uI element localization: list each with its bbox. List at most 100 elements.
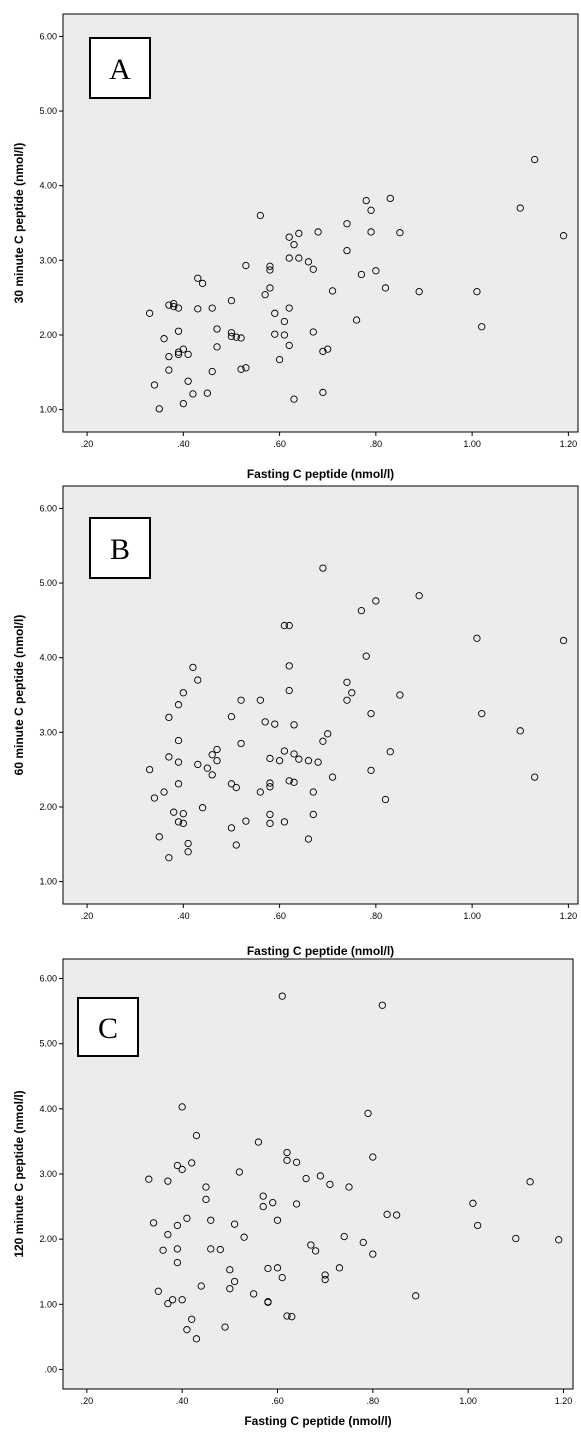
data-point [184,848,192,856]
data-point [273,1264,282,1272]
data-point [179,810,187,818]
x-tick-label: 1.20 [560,439,578,449]
data-point [235,1168,244,1176]
data-point [170,302,178,311]
data-point [145,765,154,774]
data-point [343,696,351,704]
x-tick-label: .60 [271,1396,284,1406]
data-point [264,1298,272,1306]
data-point [367,228,375,236]
data-point [340,1232,348,1241]
x-tick-label: .40 [177,439,190,449]
data-point [526,1178,534,1186]
data-point [174,327,183,335]
data-point [359,1238,367,1247]
data-point [173,1258,182,1267]
panel-label: A [109,53,131,86]
data-point [164,1177,172,1185]
data-point [213,745,221,754]
data-point [271,330,279,338]
x-tick-label: .80 [370,439,383,449]
data-point [179,345,187,353]
data-point [288,1313,296,1321]
y-axis-title: 60 minute C peptide (nmol/l) [12,615,26,776]
data-point [412,1292,420,1300]
y-tick-label: 1.00 [39,877,57,887]
data-point [292,1200,301,1208]
y-axis-title: 120 minute C peptide (nmol/l) [12,1090,26,1257]
y-tick-label: 2.00 [39,802,57,812]
data-point [227,780,236,788]
x-axis-title: Fasting C peptide (nmol/l) [247,944,394,958]
y-axis-title: 30 minute C peptide (nmol/l) [12,143,26,304]
data-point [242,817,250,825]
x-tick-label: .40 [177,911,190,921]
data-point [250,1290,258,1298]
data-point [160,788,168,796]
data-point [285,621,293,630]
data-point [184,839,192,848]
y-tick-label: 3.00 [39,1169,57,1179]
x-tick-label: .80 [370,911,383,921]
data-point [324,345,332,353]
data-point [194,760,202,769]
panel-label-box [77,997,139,1057]
data-point [321,1271,329,1279]
data-point [473,288,481,296]
data-point [362,652,370,660]
data-point [357,607,366,615]
data-point [319,388,327,397]
data-point [232,333,240,341]
data-point [326,1180,334,1189]
data-point [386,748,394,756]
data-point [145,309,154,317]
data-point [178,1165,186,1174]
data-point [145,1175,153,1183]
data-point [531,773,539,781]
data-point [469,1199,477,1207]
data-point [285,777,293,785]
data-point [207,1216,215,1224]
data-point [364,1109,372,1118]
data-point [154,1287,162,1295]
data-point [159,1246,167,1254]
x-tick-label: .40 [176,1396,189,1406]
data-point [189,390,197,398]
data-point [189,663,197,672]
data-point [230,1277,239,1286]
x-tick-label: 1.20 [555,1396,573,1406]
x-tick-label: 1.20 [560,911,578,921]
panel-c: .00 1.00 2.00 3.00 4.00 5.00 6.00 .20 .40 .60 .80 1… [12,958,574,1428]
data-point [203,764,212,772]
data-point [207,1245,215,1253]
x-tick-label: .60 [273,439,286,449]
data-point [285,341,293,350]
panel-a: 1.00 2.00 3.00 4.00 5.00 6.00 .20 .40 .60 .80 1.00… [12,13,579,481]
y-tick-label: 4.00 [39,181,57,191]
data-point [478,323,486,331]
data-point [278,1273,286,1282]
data-point [415,288,423,296]
data-point [271,720,279,728]
data-point [319,564,327,572]
data-point [309,265,317,273]
x-tick-label: 1.00 [463,439,481,449]
data-point [227,824,236,832]
data-point [285,304,293,312]
data-point [165,352,173,361]
data-point [179,399,187,408]
data-point [266,284,274,292]
data-point [324,730,332,738]
x-axis-title: Fasting C peptide (nmol/l) [244,1414,391,1428]
data-point [160,335,168,343]
x-tick-label: .20 [81,439,94,449]
data-point [240,1233,248,1241]
data-point [266,266,274,274]
y-tick-label: 6.00 [39,974,57,984]
data-point [275,757,284,765]
data-point [237,696,245,704]
data-point [203,389,212,397]
data-point [261,718,269,726]
data-point [378,1001,386,1009]
